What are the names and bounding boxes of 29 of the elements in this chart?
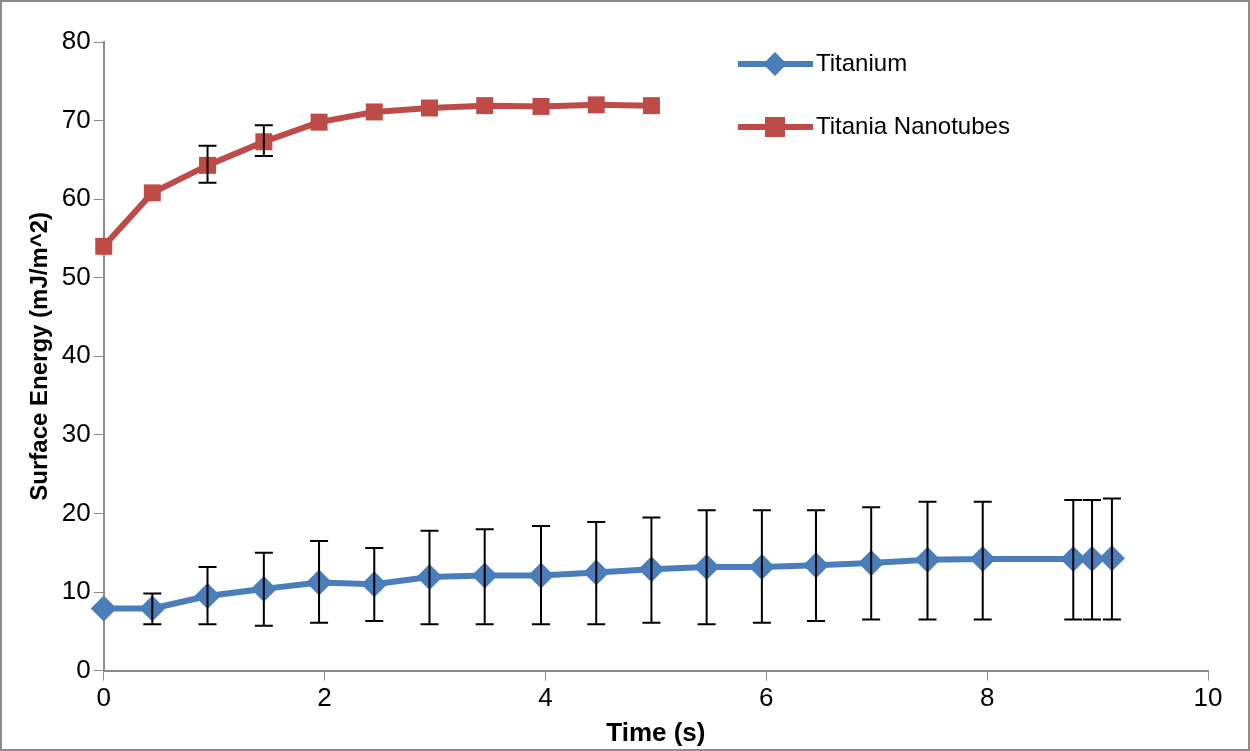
y-tick-label: 10: [61, 575, 91, 606]
point: [421, 99, 438, 117]
point: [365, 103, 383, 121]
x-tick-label: 10: [1193, 682, 1223, 713]
y-tick-label: 40: [61, 339, 91, 370]
y-axis-title: Surface Energy (mJ/m^2): [25, 211, 53, 501]
y-tick-label: 30: [61, 418, 91, 449]
x-tick-label: 8: [979, 682, 995, 713]
x-tick-label: 4: [538, 682, 553, 713]
x-tick-label: 6: [759, 682, 774, 713]
y-tick-label: 0: [76, 653, 91, 684]
y-tick-label: 80: [61, 25, 91, 56]
point: [532, 97, 550, 115]
y-tick-label: 70: [61, 103, 91, 134]
y-tick-label: 60: [61, 182, 91, 213]
point: [476, 97, 494, 115]
legend-label: Titanium: [816, 48, 908, 76]
y-tick-label: 20: [61, 496, 91, 527]
point: [95, 237, 113, 255]
x-tick-label: 0: [96, 682, 111, 713]
x-tick-label: 2: [317, 682, 332, 713]
legend-label: Titania Nanotubes: [816, 111, 1010, 139]
y-tick-label: 50: [61, 260, 91, 291]
point: [310, 113, 328, 131]
point: [587, 96, 605, 114]
point: [642, 97, 660, 115]
point: [143, 184, 161, 202]
x-axis-title: Time (s): [606, 716, 706, 747]
point: [90, 595, 117, 622]
